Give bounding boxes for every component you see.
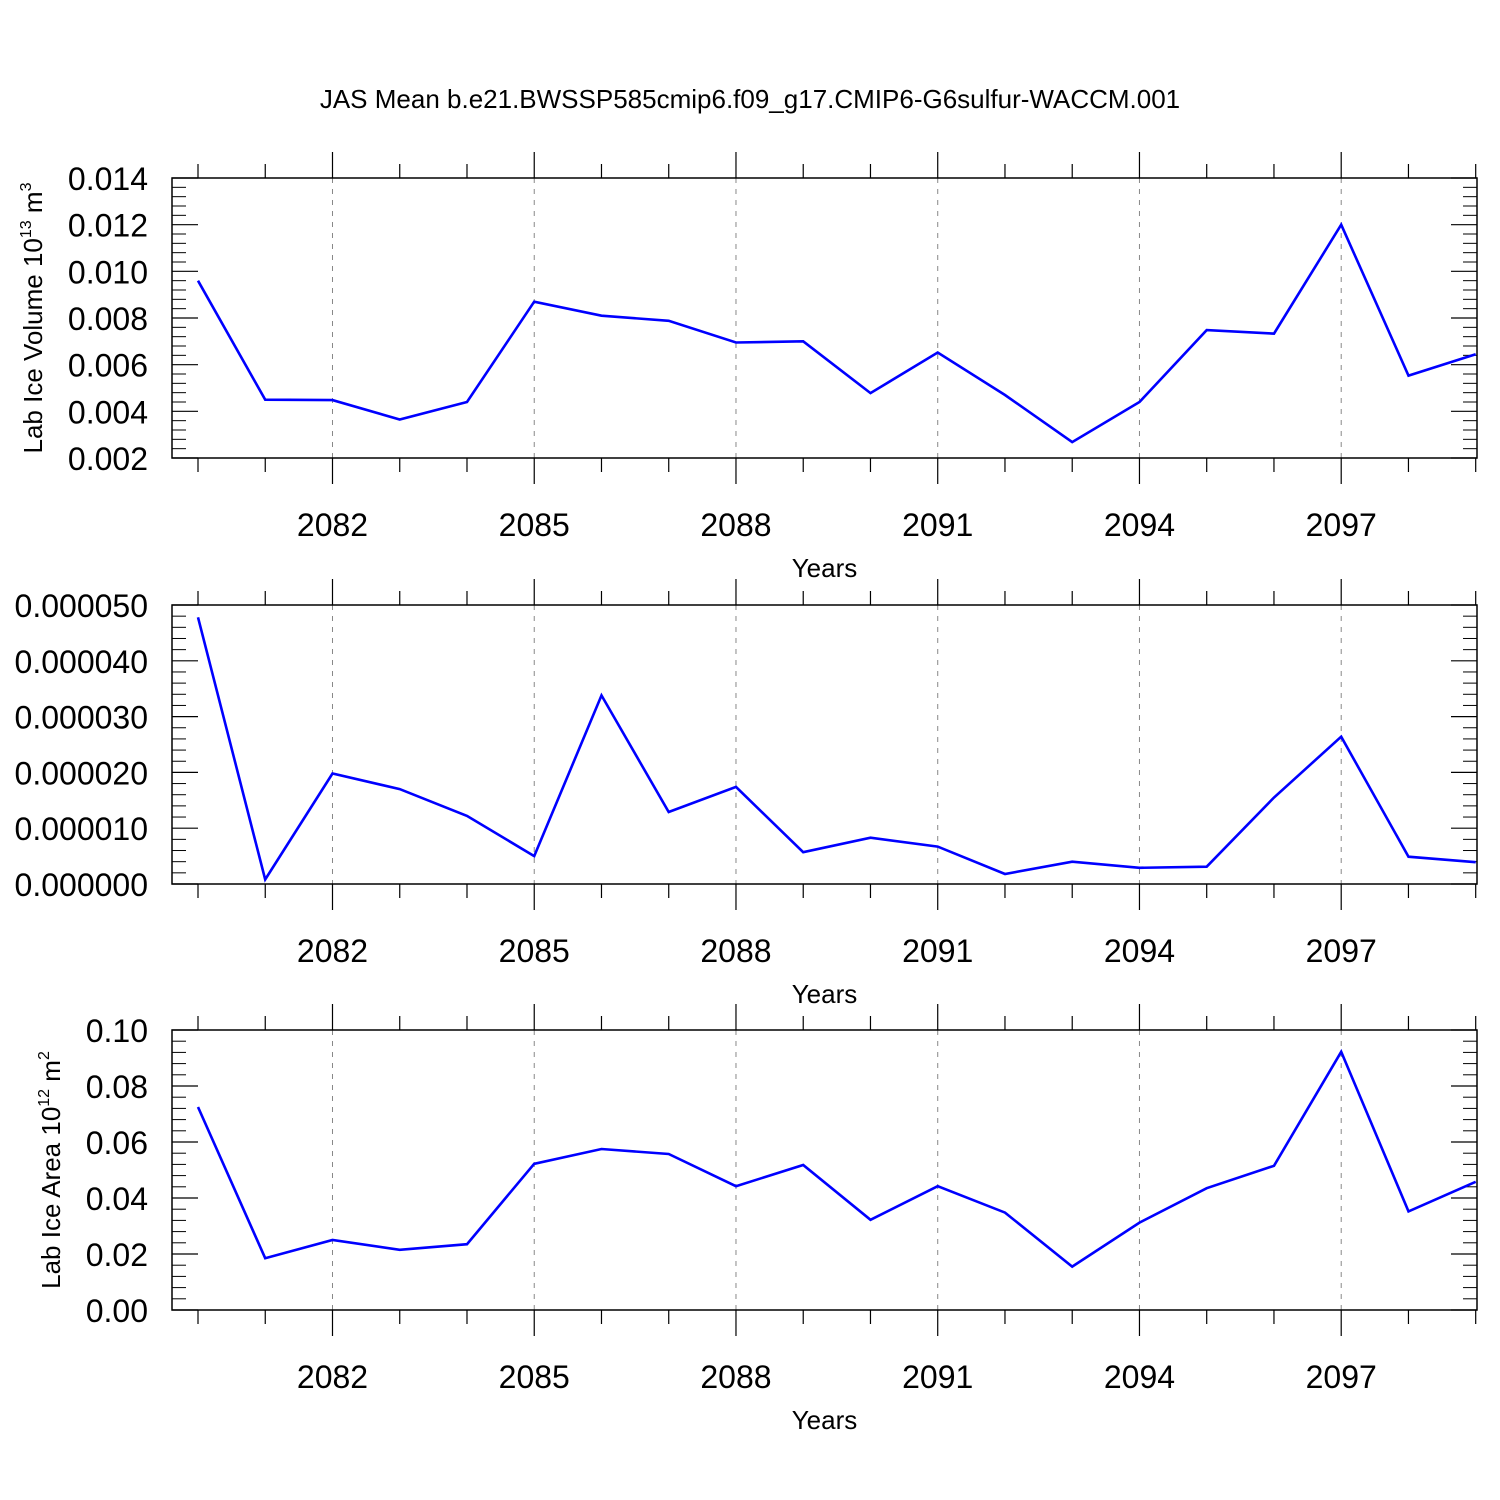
y-tick-label: 0.10 (86, 1013, 148, 1049)
y-tick-label: 0.000040 (15, 644, 148, 680)
figure-title: JAS Mean b.e21.BWSSP585cmip6.f09_g17.CMI… (319, 84, 1181, 114)
x-tick-label: 2091 (902, 1359, 973, 1395)
x-tick-label: 2091 (902, 933, 973, 969)
x-tick-label: 2082 (297, 1359, 368, 1395)
x-tick-label: 2094 (1104, 933, 1175, 969)
x-tick-label: 2097 (1306, 933, 1377, 969)
chart-panel-2: 0.000000 0.000010 0.000020 0.000030 0.000040… (15, 579, 1478, 1009)
y-tick-label: 0.002 (68, 441, 148, 477)
y-axis-title-exponent: 2 (36, 1051, 53, 1060)
x-tick-label: 2082 (297, 933, 368, 969)
y-axis-title-exponent: 12 (36, 1089, 53, 1107)
y-axis-title-exponent: 3 (18, 182, 35, 191)
x-axis-title: Years (792, 553, 858, 583)
x-axis-title: Years (792, 1405, 858, 1435)
y-tick-label: 0.006 (68, 348, 148, 384)
y-tick-label: 0.000000 (15, 867, 148, 903)
chart-panel-3: 0.00 0.02 0.04 0.06 0.08 0.10 2082 2085 2088 2091… (36, 1004, 1478, 1435)
plot-frame (171, 1029, 1478, 1311)
x-axis-title: Years (792, 979, 858, 1009)
series-line (196, 1048, 1477, 1269)
y-tick-label: 0.000010 (15, 811, 148, 847)
series-line (196, 616, 1476, 883)
y-axis-title-part: m (18, 191, 48, 220)
x-tick-label: 2091 (902, 507, 973, 543)
y-axis-title: Lab Ice Volume 1013 m3 (18, 182, 48, 453)
y-tick-label: 0.000050 (15, 588, 148, 624)
y-axis-title-part: Lab Ice Volume 10 (18, 238, 48, 453)
y-tick-label: 0.010 (68, 254, 148, 290)
y-tick-label: 0.000030 (15, 700, 148, 736)
chart-panel-1: 0.002 0.004 0.006 0.008 0.010 0.012 0.014 2082 2… (18, 152, 1478, 583)
x-tick-label: 2088 (700, 1359, 771, 1395)
y-tick-label: 0.012 (68, 208, 148, 244)
y-tick-label: 0.06 (86, 1125, 148, 1161)
y-tick-label: 0.04 (86, 1181, 148, 1217)
x-tick-label: 2088 (700, 933, 771, 969)
y-tick-label: 0.02 (86, 1237, 148, 1273)
x-tick-label: 2088 (700, 507, 771, 543)
plot-frame (171, 604, 1478, 885)
x-tick-label: 2094 (1104, 1359, 1175, 1395)
series-line (196, 221, 1477, 444)
y-axis-title: Lab Ice Area 1012 m2 (36, 1051, 66, 1289)
y-axis-title-exponent: 13 (18, 220, 35, 238)
y-tick-label: 0.000020 (15, 755, 148, 791)
x-tick-label: 2085 (499, 933, 570, 969)
x-tick-label: 2085 (499, 507, 570, 543)
x-tick-label: 2082 (297, 507, 368, 543)
plot-frame (171, 177, 1478, 459)
y-tick-label: 0.08 (86, 1069, 148, 1105)
y-tick-label: 0.00 (86, 1293, 148, 1329)
x-tick-label: 2085 (499, 1359, 570, 1395)
y-tick-label: 0.004 (68, 394, 148, 430)
y-tick-label: 0.008 (68, 301, 148, 337)
x-tick-label: 2097 (1306, 1359, 1377, 1395)
y-axis-title-part: Lab Ice Area 10 (36, 1107, 66, 1289)
x-tick-label: 2094 (1104, 507, 1175, 543)
y-tick-label: 0.014 (68, 161, 148, 197)
y-axis-title-part: m (36, 1060, 66, 1089)
x-tick-label: 2097 (1306, 507, 1377, 543)
